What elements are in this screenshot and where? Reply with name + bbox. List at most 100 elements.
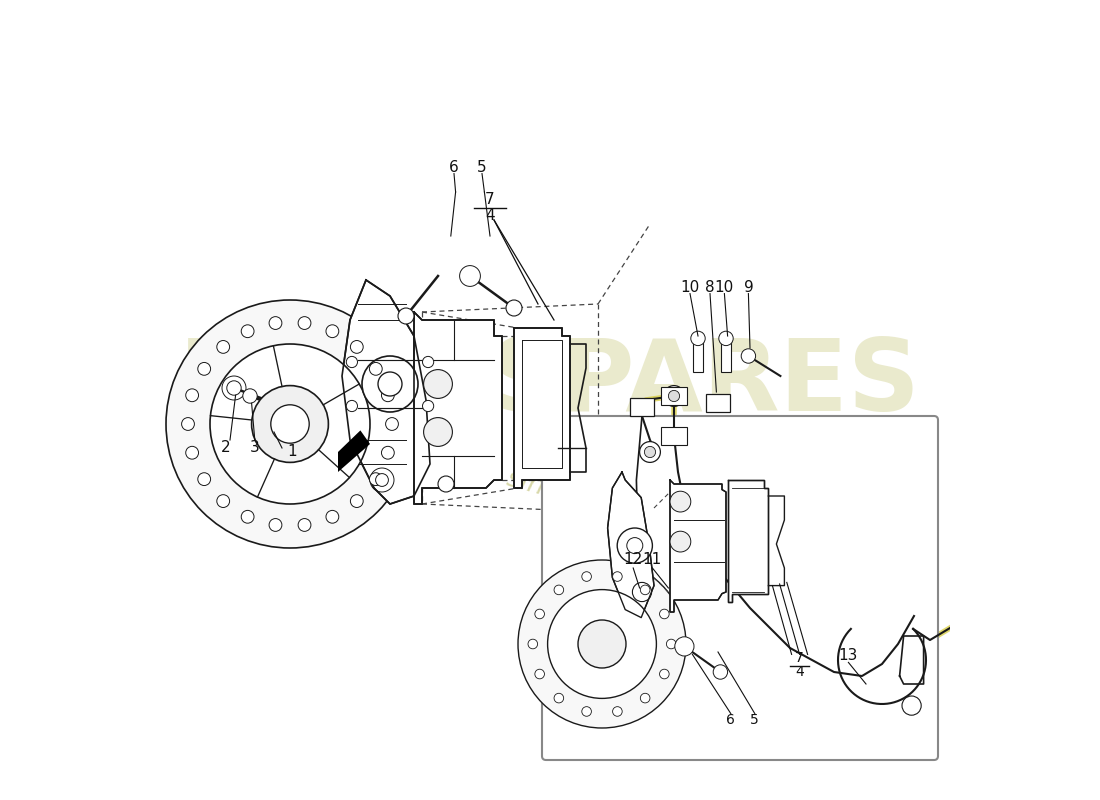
Circle shape bbox=[718, 331, 734, 346]
Circle shape bbox=[554, 694, 563, 703]
Circle shape bbox=[424, 418, 452, 446]
Text: 1: 1 bbox=[287, 445, 297, 459]
Circle shape bbox=[351, 341, 363, 354]
Circle shape bbox=[241, 510, 254, 523]
Circle shape bbox=[270, 317, 282, 330]
Circle shape bbox=[582, 572, 592, 582]
Circle shape bbox=[663, 386, 684, 406]
Circle shape bbox=[613, 706, 623, 716]
Polygon shape bbox=[414, 312, 502, 504]
Circle shape bbox=[438, 476, 454, 492]
Circle shape bbox=[186, 446, 198, 459]
Circle shape bbox=[535, 609, 544, 618]
Polygon shape bbox=[728, 480, 769, 602]
Circle shape bbox=[362, 356, 418, 412]
Text: 3: 3 bbox=[250, 441, 260, 455]
Circle shape bbox=[382, 446, 394, 459]
Circle shape bbox=[645, 446, 656, 458]
Circle shape bbox=[424, 370, 452, 398]
Bar bbox=[661, 387, 686, 405]
Circle shape bbox=[632, 582, 651, 602]
Circle shape bbox=[378, 372, 402, 396]
Text: 11: 11 bbox=[642, 553, 662, 567]
Text: 5: 5 bbox=[750, 713, 759, 727]
Circle shape bbox=[518, 560, 686, 728]
Circle shape bbox=[674, 637, 694, 656]
Text: a passion for parts since 1985: a passion for parts since 1985 bbox=[258, 400, 650, 528]
Circle shape bbox=[351, 494, 363, 507]
Bar bbox=[693, 340, 703, 372]
Text: 12: 12 bbox=[624, 553, 642, 567]
Circle shape bbox=[370, 362, 382, 375]
Text: 6: 6 bbox=[726, 713, 735, 727]
Circle shape bbox=[243, 389, 257, 403]
Circle shape bbox=[252, 386, 329, 462]
Circle shape bbox=[506, 300, 522, 316]
Circle shape bbox=[370, 473, 382, 486]
Bar bbox=[722, 340, 730, 372]
Circle shape bbox=[182, 418, 195, 430]
Circle shape bbox=[271, 405, 309, 443]
Circle shape bbox=[660, 609, 669, 618]
Circle shape bbox=[270, 518, 282, 531]
Circle shape bbox=[375, 474, 388, 486]
Circle shape bbox=[670, 531, 691, 552]
Circle shape bbox=[422, 357, 433, 368]
Circle shape bbox=[554, 585, 563, 594]
Circle shape bbox=[640, 694, 650, 703]
Circle shape bbox=[422, 400, 433, 411]
Polygon shape bbox=[338, 430, 370, 472]
Text: 10: 10 bbox=[681, 281, 700, 295]
Text: 6: 6 bbox=[449, 161, 459, 175]
Polygon shape bbox=[670, 480, 726, 612]
Circle shape bbox=[241, 325, 254, 338]
Circle shape bbox=[298, 518, 311, 531]
Circle shape bbox=[535, 670, 544, 679]
Circle shape bbox=[548, 590, 657, 698]
Text: 5: 5 bbox=[477, 161, 487, 175]
Text: 7: 7 bbox=[485, 193, 495, 207]
Circle shape bbox=[902, 696, 921, 715]
Circle shape bbox=[613, 572, 623, 582]
Bar bbox=[661, 427, 686, 445]
Circle shape bbox=[627, 538, 642, 554]
Circle shape bbox=[741, 349, 756, 363]
Circle shape bbox=[346, 357, 358, 368]
Circle shape bbox=[617, 528, 652, 563]
Circle shape bbox=[667, 639, 676, 649]
Text: 2: 2 bbox=[221, 441, 231, 455]
Polygon shape bbox=[514, 328, 570, 488]
Circle shape bbox=[326, 325, 339, 338]
Text: 13: 13 bbox=[838, 649, 858, 663]
Text: 4: 4 bbox=[485, 209, 495, 223]
Circle shape bbox=[186, 389, 198, 402]
Circle shape bbox=[210, 344, 370, 504]
Circle shape bbox=[669, 390, 680, 402]
Circle shape bbox=[639, 442, 660, 462]
Polygon shape bbox=[607, 472, 654, 618]
Text: EUROSPARES: EUROSPARES bbox=[179, 335, 921, 433]
Circle shape bbox=[346, 400, 358, 411]
Circle shape bbox=[691, 331, 705, 346]
FancyBboxPatch shape bbox=[542, 416, 938, 760]
Text: 9: 9 bbox=[744, 281, 754, 295]
Circle shape bbox=[670, 491, 691, 512]
Circle shape bbox=[640, 585, 650, 594]
Bar bbox=[706, 394, 730, 412]
Circle shape bbox=[578, 620, 626, 668]
Polygon shape bbox=[342, 280, 430, 504]
Text: 7: 7 bbox=[795, 650, 804, 665]
Circle shape bbox=[166, 300, 414, 548]
Circle shape bbox=[198, 473, 210, 486]
Circle shape bbox=[217, 494, 230, 507]
Circle shape bbox=[528, 639, 538, 649]
Circle shape bbox=[398, 308, 414, 324]
Text: 10: 10 bbox=[715, 281, 734, 295]
Bar bbox=[630, 398, 654, 416]
Circle shape bbox=[460, 266, 481, 286]
Circle shape bbox=[298, 317, 311, 330]
Circle shape bbox=[582, 706, 592, 716]
Circle shape bbox=[660, 670, 669, 679]
Circle shape bbox=[198, 362, 210, 375]
Circle shape bbox=[227, 381, 241, 395]
